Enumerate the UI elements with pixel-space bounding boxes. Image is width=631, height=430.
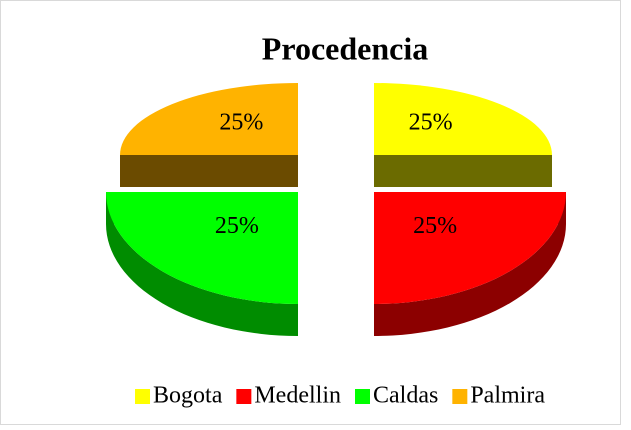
slice-side [106,192,298,336]
chart-title: Procedencia [262,30,428,66]
data-label: 25% [413,213,457,239]
legend-swatch [236,389,252,404]
slice-side [374,155,552,187]
data-label: 25% [219,110,263,136]
legend-label: Palmira [470,383,545,409]
pie-slice [374,83,552,155]
legend-label: Caldas [373,383,438,409]
legend-swatch [452,389,468,404]
legend-label: Bogota [153,383,223,409]
legend-label: Medellin [254,383,341,409]
slice-side [374,192,566,336]
data-label: 25% [409,110,453,136]
pie-slice [120,83,298,155]
data-label: 25% [215,213,259,239]
legend-swatch [135,389,151,404]
pie-slice [374,192,566,304]
legend: Bogota Medellin Caldas Palmira [135,383,545,409]
pie-slice [106,192,298,304]
slice-side [120,155,298,187]
legend-swatch [355,389,370,404]
